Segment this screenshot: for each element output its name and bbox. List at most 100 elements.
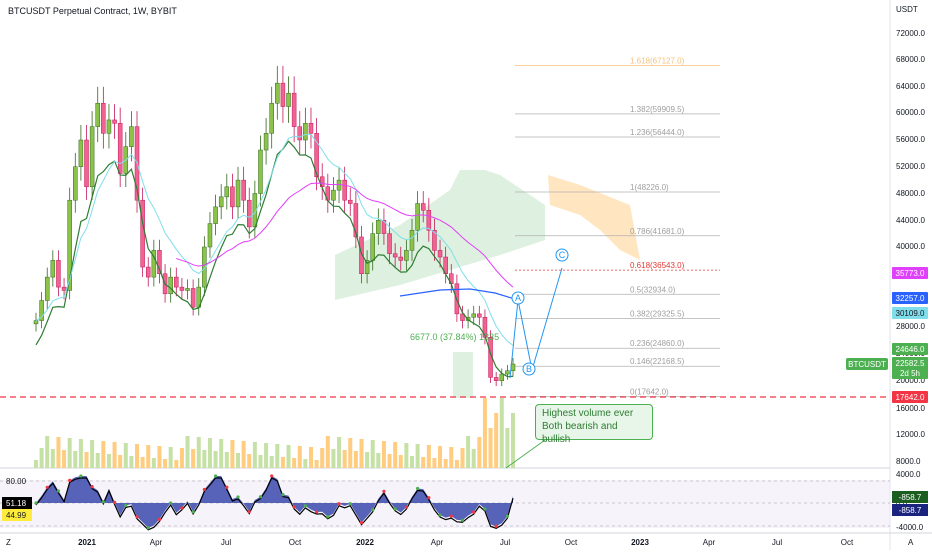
volume-bar: [140, 457, 145, 468]
x-tick-label: Apr: [150, 538, 163, 547]
volume-bar: [320, 448, 325, 468]
blue-trend-line: [399, 288, 519, 301]
x-tick-label: Oct: [565, 538, 578, 547]
osc-dot: [314, 510, 319, 514]
candle-body: [246, 199, 252, 228]
volume-bar: [236, 453, 241, 468]
volume-bar: [505, 428, 510, 468]
candle-body: [398, 256, 404, 261]
volume-bar: [280, 457, 285, 468]
volume-bar: [112, 442, 117, 468]
volume-bar: [179, 448, 184, 468]
volume-bar: [45, 436, 50, 468]
price-label-box: [892, 343, 928, 355]
volume-bar: [381, 441, 386, 468]
osc-right-box: [892, 504, 928, 516]
osc-dot: [303, 504, 307, 508]
osc-dot: [112, 500, 117, 504]
volume-bar: [252, 442, 257, 468]
candle-body: [348, 199, 353, 204]
chart-title: BTCUSDT Perpetual Contract, 1W, BYBIT: [8, 6, 177, 16]
volume-bar: [454, 460, 459, 468]
volume-bar: [174, 460, 179, 468]
x-tick-label: Jul: [500, 538, 510, 547]
volume-bar: [123, 443, 128, 468]
wave-label-circle: [522, 362, 536, 376]
volume-bar: [90, 440, 95, 468]
candle-body: [213, 206, 218, 224]
candle-body: [415, 203, 420, 231]
wave-path: [509, 267, 563, 379]
volume-bar: [376, 453, 381, 468]
fib-label: 0.236(24860.0): [630, 339, 685, 348]
osc-dot: [213, 474, 218, 478]
volume-highlight: [453, 352, 473, 398]
osc-dot: [281, 493, 285, 497]
volume-bar: [163, 459, 168, 468]
ticker-tag: [846, 358, 888, 370]
candle-body: [44, 276, 50, 301]
candle-body: [106, 119, 112, 134]
volume-bar: [62, 450, 67, 468]
volume-bar: [331, 449, 336, 468]
volume-bar: [213, 451, 218, 468]
candle-body: [392, 253, 398, 258]
candle-body: [275, 82, 280, 104]
volume-bar: [50, 449, 55, 468]
x-tick-label: 2021: [78, 538, 96, 547]
y-tick-label: 20000.0: [896, 376, 925, 385]
volume-bar: [499, 398, 504, 468]
osc-dot: [438, 513, 442, 517]
y-tick-label: 60000.0: [896, 108, 925, 117]
candle-body: [505, 370, 510, 375]
osc-dot: [56, 489, 61, 493]
candle-body: [73, 166, 78, 201]
volume-bar: [314, 460, 319, 468]
y-tick-label: 48000.0: [896, 189, 925, 198]
volume-bar: [460, 448, 465, 468]
volume-bar: [421, 457, 426, 468]
osc-dot: [157, 517, 162, 521]
candle-body: [157, 250, 162, 274]
price-label-text: 30109.0: [896, 309, 925, 318]
time-axis: 2021 Apr Jul Oct 2022 Apr Jul Oct 2023 Apr Jul Oct Z…: [6, 538, 914, 547]
volume-bar: [303, 459, 308, 468]
candle-body: [420, 203, 426, 211]
y-tick-label: 8000.0: [896, 457, 921, 466]
osc-dot: [169, 501, 173, 505]
ma-slow-line: [176, 182, 514, 288]
osc-left-box: [2, 509, 32, 521]
volume-bar: [269, 456, 274, 468]
osc-left-value: 44.99: [6, 511, 27, 520]
osc-left-box: [2, 497, 32, 509]
osc-right-box: [892, 491, 928, 503]
volume-bar: [207, 438, 212, 468]
osc-dot: [34, 501, 38, 505]
volume-bar: [118, 455, 123, 468]
volume-bar: [337, 437, 342, 468]
osc-axis-label: -4000.0: [896, 523, 924, 532]
fib-label: 1.382(59909.5): [630, 105, 685, 114]
osc-left-value: 51.18: [6, 499, 27, 508]
candle-body: [493, 377, 499, 381]
volume-bar: [449, 447, 454, 468]
candle-body: [342, 179, 347, 201]
x-tick-label: 2023: [631, 538, 649, 547]
volume-bar: [67, 438, 72, 468]
candle-body: [364, 260, 370, 274]
candle-body: [112, 119, 117, 124]
candle-body: [370, 233, 375, 261]
candle-body: [353, 203, 359, 238]
candle-body: [409, 230, 415, 251]
y-tick-label: 28000.0: [896, 322, 925, 331]
osc-dot: [494, 524, 498, 528]
volume-bar: [482, 398, 487, 468]
candle-body: [308, 123, 314, 134]
volume-bar: [511, 413, 515, 468]
candle-body: [67, 199, 72, 291]
volume-bar: [146, 445, 151, 468]
ma-fast-line: [35, 133, 514, 346]
osc-dot: [146, 526, 150, 530]
wave-label-circle: [511, 291, 525, 305]
